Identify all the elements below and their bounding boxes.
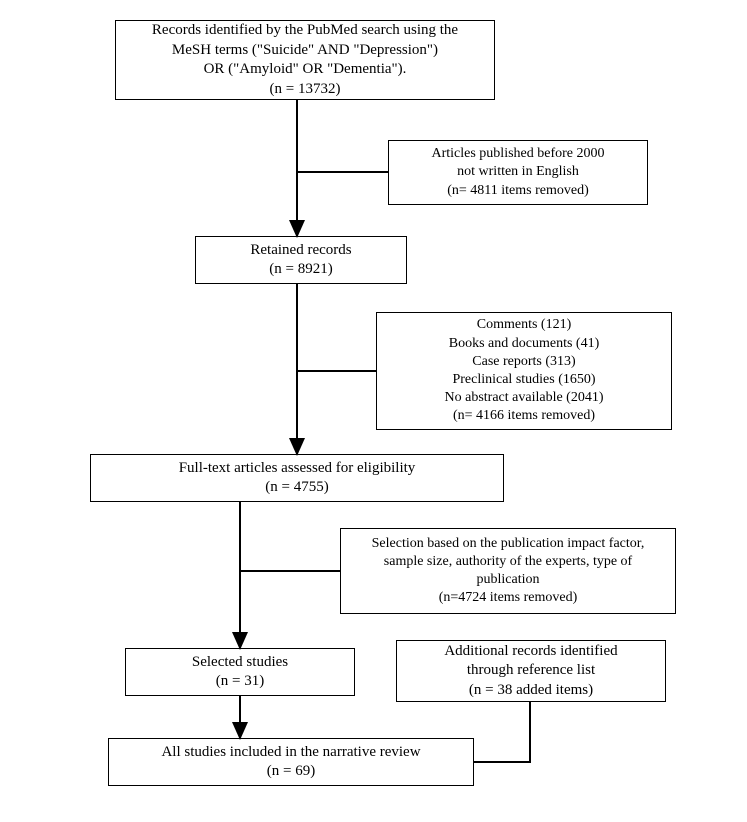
node-selected: Selected studies(n = 31) bbox=[125, 648, 355, 696]
node-text-line: No abstract available (2041) bbox=[445, 389, 604, 407]
node-text-line: (n = 13732) bbox=[270, 80, 341, 100]
node-text-line: (n = 4755) bbox=[265, 478, 328, 498]
node-exclusion-3: Selection based on the publication impac… bbox=[340, 528, 676, 614]
node-text-line: (n = 8921) bbox=[269, 260, 332, 280]
node-text-line: (n=4724 items removed) bbox=[439, 589, 578, 607]
node-text-line: Records identified by the PubMed search … bbox=[152, 21, 458, 41]
node-included: All studies included in the narrative re… bbox=[108, 738, 474, 786]
node-text-line: Comments (121) bbox=[477, 316, 572, 334]
node-text-line: OR ("Amyloid" OR "Dementia"). bbox=[204, 60, 407, 80]
node-fulltext: Full-text articles assessed for eligibil… bbox=[90, 454, 504, 502]
node-text-line: MeSH terms ("Suicide" AND "Depression") bbox=[172, 41, 438, 61]
node-text-line: Case reports (313) bbox=[472, 353, 575, 371]
node-text-line: Selected studies bbox=[192, 653, 288, 673]
node-text-line: not written in English bbox=[457, 163, 579, 181]
node-text-line: All studies included in the narrative re… bbox=[161, 743, 420, 763]
node-text-line: (n= 4166 items removed) bbox=[453, 407, 595, 425]
node-text-line: Books and documents (41) bbox=[449, 335, 599, 353]
node-text-line: (n = 31) bbox=[216, 672, 264, 692]
node-retained: Retained records(n = 8921) bbox=[195, 236, 407, 284]
node-identified: Records identified by the PubMed search … bbox=[115, 20, 495, 100]
node-text-line: Selection based on the publication impac… bbox=[372, 535, 645, 553]
node-text-line: (n= 4811 items removed) bbox=[447, 182, 589, 200]
node-exclusion-2: Comments (121)Books and documents (41)Ca… bbox=[376, 312, 672, 430]
node-text-line: (n = 38 added items) bbox=[469, 681, 593, 701]
node-text-line: Full-text articles assessed for eligibil… bbox=[179, 459, 416, 479]
node-additional: Additional records identifiedthrough ref… bbox=[396, 640, 666, 702]
node-text-line: sample size, authority of the experts, t… bbox=[384, 553, 632, 571]
node-text-line: (n = 69) bbox=[267, 762, 315, 782]
node-text-line: Preclinical studies (1650) bbox=[452, 371, 595, 389]
node-text-line: publication bbox=[477, 571, 540, 589]
node-text-line: Additional records identified bbox=[444, 642, 617, 662]
node-exclusion-1: Articles published before 2000not writte… bbox=[388, 140, 648, 205]
node-text-line: through reference list bbox=[467, 661, 595, 681]
node-text-line: Articles published before 2000 bbox=[431, 145, 604, 163]
node-text-line: Retained records bbox=[250, 241, 351, 261]
